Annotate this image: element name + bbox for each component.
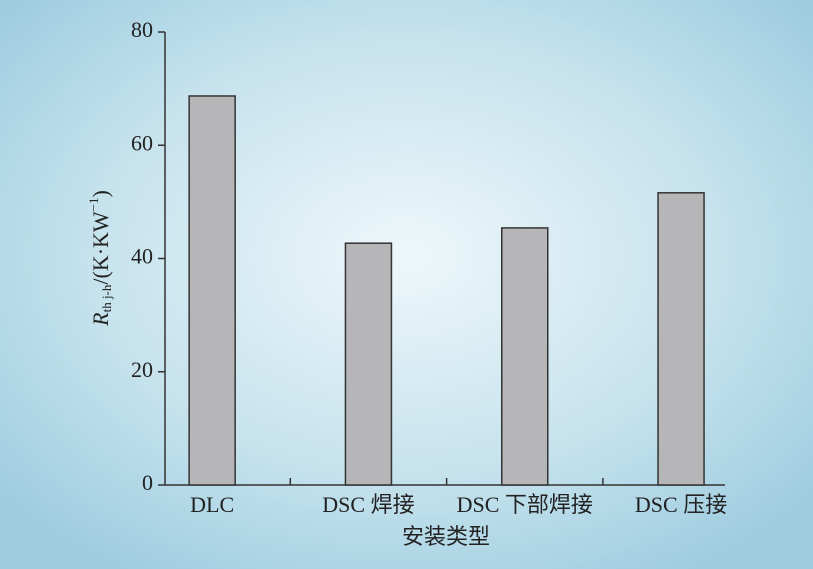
bar [501,227,549,486]
y-tick-label: 0 [142,470,153,495]
x-axis-label: 安装类型 [402,524,490,549]
y-label-symbol: R [88,312,113,327]
y-label-close: ) [88,190,113,197]
bar [657,192,705,486]
x-tick-label: DSC 焊接 [322,492,414,517]
bar [188,95,236,486]
x-tick-label: DLC [190,492,234,517]
y-axis-label: Rth j-h/(K·KW−1) [86,190,114,327]
y-label-unit: /(K·KW [88,211,113,285]
y-tick-label: 20 [131,357,153,382]
x-tick-label: DSC 下部焊接 [457,492,593,517]
y-label-superscript: −1 [86,197,101,211]
y-tick-label: 40 [131,244,153,269]
x-tick-label: DSC 压接 [635,492,727,517]
y-label-subscript: th j-h [99,284,114,312]
y-tick-label: 60 [131,130,153,155]
bar [344,242,393,486]
y-tick-label: 80 [131,17,153,42]
